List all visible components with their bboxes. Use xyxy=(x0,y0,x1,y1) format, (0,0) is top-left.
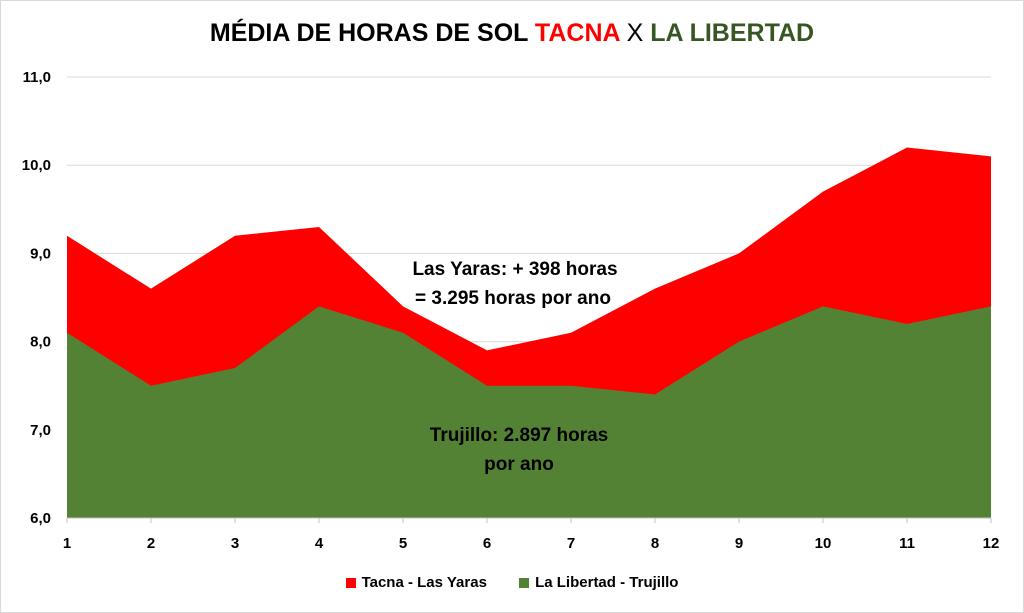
x-tick-label: 7 xyxy=(567,535,575,552)
legend-label: Tacna - Las Yaras xyxy=(361,574,487,591)
area-series-libertad xyxy=(67,306,991,518)
y-tick-label: 10,0 xyxy=(22,157,51,174)
annotation-text: Las Yaras: + 398 horas xyxy=(412,259,617,280)
x-tick-label: 3 xyxy=(231,535,239,552)
legend-swatch xyxy=(345,577,356,588)
y-tick-label: 11,0 xyxy=(23,69,51,86)
y-tick-label: 6,0 xyxy=(30,510,51,527)
x-tick-label: 2 xyxy=(147,535,155,552)
x-tick-label: 12 xyxy=(983,535,1000,552)
legend-item-libertad: La Libertad - Trujillo xyxy=(519,574,678,591)
annotation-text: por ano xyxy=(484,454,554,475)
title-tacna: TACNA xyxy=(534,19,620,47)
title-libertad: LA LIBERTAD xyxy=(650,19,815,47)
y-tick-label: 7,0 xyxy=(30,422,51,439)
legend: Tacna - Las Yaras La Libertad - Trujillo xyxy=(1,574,1023,592)
legend-item-tacna: Tacna - Las Yaras xyxy=(345,574,487,591)
title-x: X xyxy=(626,19,644,47)
x-tick-label: 4 xyxy=(315,535,324,552)
x-tick-label: 6 xyxy=(483,535,491,552)
x-tick-label: 11 xyxy=(899,535,915,552)
chart-title: MÉDIA DE HORAS DE SOL TACNA X LA LIBERTA… xyxy=(1,19,1023,48)
x-tick-label: 10 xyxy=(815,535,832,552)
y-tick-label: 8,0 xyxy=(30,334,51,351)
x-tick-label: 5 xyxy=(399,535,407,552)
annotation-text: = 3.295 horas por ano xyxy=(415,288,611,309)
y-tick-label: 9,0 xyxy=(30,245,51,262)
x-tick-label: 8 xyxy=(651,535,659,552)
x-tick-label: 1 xyxy=(63,535,71,552)
annotation-text: Trujillo: 2.897 horas xyxy=(430,425,608,446)
title-main: MÉDIA DE HORAS DE SOL xyxy=(209,19,528,47)
x-tick-label: 9 xyxy=(735,535,743,552)
legend-swatch xyxy=(519,577,530,588)
legend-label: La Libertad - Trujillo xyxy=(535,574,679,591)
